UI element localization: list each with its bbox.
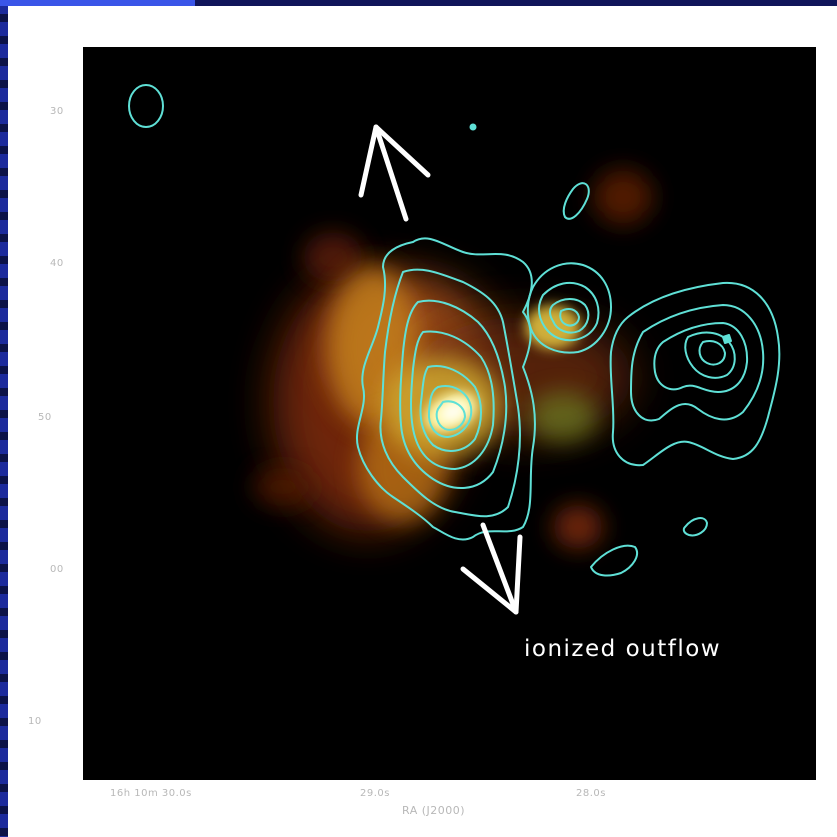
arrow-north-head <box>358 124 431 198</box>
window-frame-top <box>0 0 837 6</box>
radio-contours <box>128 84 781 577</box>
y-tick-label: 50 <box>38 412 52 423</box>
x-tick-label: 28.0s <box>576 788 606 799</box>
y-tick-label: 30 <box>50 106 64 117</box>
y-tick-label: 10 <box>28 716 42 727</box>
emission-map <box>128 84 781 615</box>
astronomical-image <box>83 47 816 780</box>
outflow-annotation: ionized outflow <box>524 636 722 662</box>
figure-panel: 30 40 50 00 10 16h 10m 30.0s 29.0s 28.0s… <box>8 6 837 837</box>
window-frame-left <box>0 0 8 837</box>
y-tick-label: 00 <box>50 564 64 575</box>
diffuse-emission <box>253 169 653 549</box>
x-tick-label: 29.0s <box>360 788 390 799</box>
x-axis-label: RA (J2000) <box>402 804 466 817</box>
y-tick-label: 40 <box>50 258 64 269</box>
x-tick-label: 16h 10m 30.0s <box>110 788 192 799</box>
outflow-arrows <box>358 124 523 615</box>
arrow-south-head <box>460 534 523 615</box>
arrow-north-shaft <box>373 124 409 222</box>
arrow-south-shaft <box>480 522 519 615</box>
